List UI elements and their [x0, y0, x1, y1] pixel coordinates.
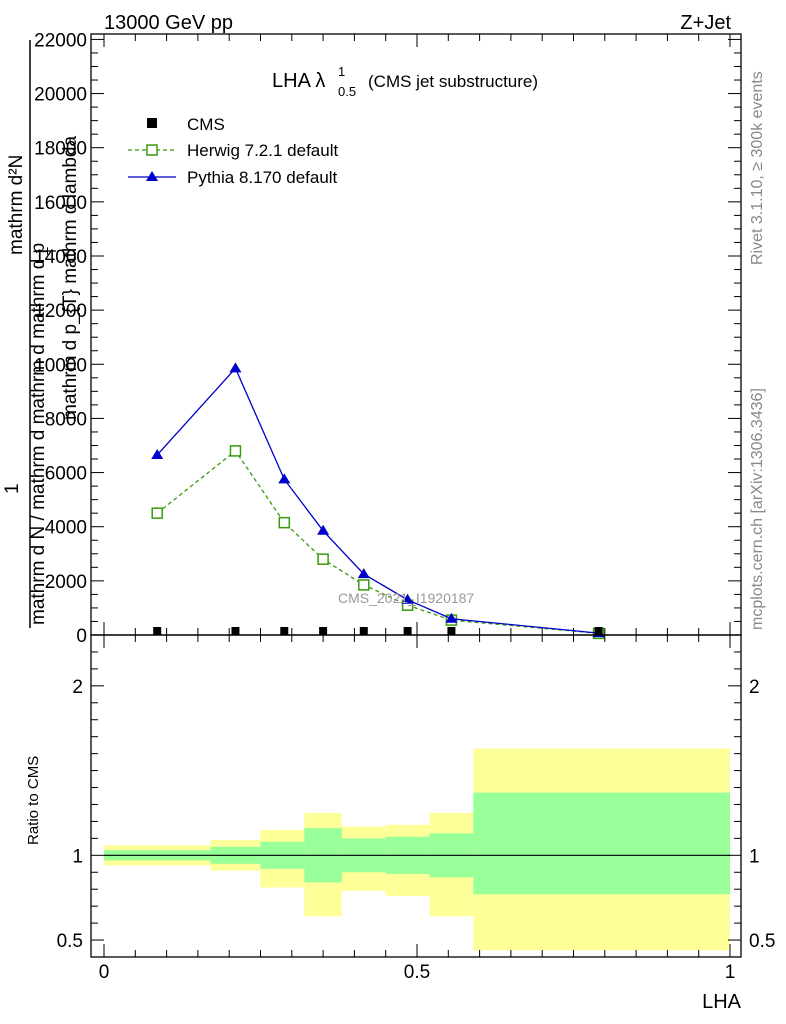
ratio-y-tick-label-right: 2 — [749, 677, 760, 698]
ratio-y-tick-label: 1 — [72, 846, 83, 867]
main-plot: 0 2000 4000 6000 8000 10000 12000 14000 16000 180… — [34, 30, 742, 647]
main-y-tick-label: 22000 — [34, 30, 87, 51]
ratio-plot: 0.5 0.5 1 1 2 2 0 0.5 1 — [57, 634, 775, 983]
ylabel-one: 1 — [2, 483, 23, 494]
plot-title: LHA λ 1 0.5 (CMS jet substructure) — [272, 64, 538, 99]
ratio-y-tick-label-right: 1 — [749, 846, 760, 867]
main-y-tick-label: 12000 — [34, 301, 87, 322]
cms-point — [447, 627, 456, 635]
legend-cms-marker — [147, 118, 157, 128]
ylabel-numerator: mathrm d²N — [6, 155, 27, 255]
pythia-point — [445, 612, 458, 623]
ratio-y-tick-label-right: 0.5 — [749, 931, 775, 952]
herwig-series-line — [156, 449, 599, 635]
herwig-point — [317, 553, 329, 565]
x-tick-label: 0.5 — [404, 962, 430, 983]
legend-pythia-marker — [146, 171, 158, 181]
herwig-point — [278, 516, 291, 529]
pythia-point — [357, 568, 370, 579]
x-axis-label: LHA — [702, 991, 742, 1013]
mcplots-label: mcplots.cern.ch [arXiv:1306.3436] — [749, 388, 766, 630]
pythia-series-line — [156, 367, 599, 634]
main-y-tick-label: 16000 — [34, 193, 87, 214]
legend-cms-label: CMS — [187, 115, 225, 134]
analysis-watermark: CMS_2021_I1920187 — [338, 590, 474, 606]
cms-point — [231, 627, 240, 635]
main-y-tick-label: 4000 — [45, 518, 87, 539]
header-energy: 13000 GeV pp — [104, 12, 233, 34]
main-y-tick-label: 6000 — [45, 464, 87, 485]
main-y-tick-label: 14000 — [34, 247, 87, 268]
herwig-point — [151, 507, 163, 519]
main-y-tick-label: 10000 — [34, 355, 87, 376]
legend: CMS Herwig 7.2.1 default Pythia 8.170 de… — [128, 115, 338, 187]
cms-point — [319, 627, 328, 635]
main-y-tick-label: 18000 — [34, 139, 87, 160]
cms-point — [403, 627, 412, 635]
title-rest: (CMS jet substructure) — [368, 72, 538, 91]
pythia-point — [151, 448, 164, 459]
pythia-point — [317, 524, 330, 535]
ylabel-denominator: mathrm d p_{T} mathrm d lambda — [60, 136, 81, 420]
legend-herwig-label: Herwig 7.2.1 default — [187, 141, 338, 160]
main-y-tick-label: 20000 — [34, 85, 87, 106]
legend-herwig-marker — [146, 144, 158, 156]
title-subscript: 0.5 — [338, 84, 356, 99]
legend-pythia-label: Pythia 8.170 default — [187, 168, 338, 187]
pythia-point — [278, 473, 291, 484]
main-y-axis-label: mathrm d²N mathrm d p_{T} mathrm d lambd… — [2, 40, 81, 628]
title-main: LHA λ — [272, 70, 325, 92]
title-superscript: 1 — [338, 64, 345, 79]
main-y-tick-label: 2000 — [45, 572, 87, 593]
rivet-version-label: Rivet 3.1.10, ≥ 300k events — [749, 71, 766, 265]
ylabel-fraction: mathrm d N / mathrm d mathrm d mathrm d … — [28, 243, 49, 625]
ratio-plot-frame — [90, 634, 742, 958]
cms-point — [594, 627, 603, 635]
pythia-point — [401, 593, 414, 604]
ratio-y-tick-label: 2 — [72, 677, 83, 698]
ratio-y-axis-label: Ratio to CMS — [25, 756, 42, 845]
main-y-tick-label: 0 — [76, 626, 87, 647]
pythia-point — [229, 362, 242, 373]
ratio-y-tick-label: 0.5 — [57, 931, 83, 952]
herwig-point — [358, 579, 370, 591]
ylabel-subscript: T — [44, 247, 59, 255]
main-y-tick-label: 8000 — [45, 409, 87, 430]
cms-point — [280, 627, 289, 635]
x-tick-label: 1 — [725, 962, 736, 983]
ratio-uncertainty-band-inner — [473, 792, 730, 895]
cms-point — [153, 627, 162, 635]
cms-point — [359, 627, 368, 635]
herwig-point — [229, 445, 242, 457]
header-process: Z+Jet — [680, 12, 731, 34]
x-tick-label: 0 — [99, 962, 110, 983]
